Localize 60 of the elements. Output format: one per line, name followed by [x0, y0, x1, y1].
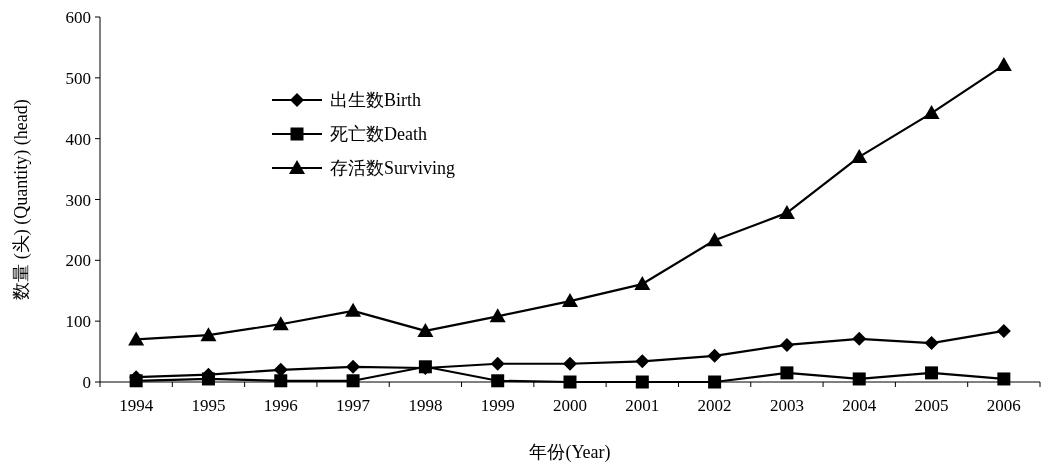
point	[346, 374, 360, 388]
point	[634, 276, 651, 291]
point	[707, 348, 722, 363]
x-tick-label: 2000	[553, 396, 587, 415]
point	[490, 356, 505, 371]
point	[779, 337, 794, 352]
point	[778, 204, 795, 219]
point	[489, 308, 506, 323]
x-tick-label: 1994	[119, 396, 154, 415]
point	[200, 327, 217, 342]
y-tick-label: 100	[65, 312, 91, 332]
point	[563, 375, 577, 389]
point	[923, 105, 940, 120]
point	[563, 356, 577, 371]
point	[562, 293, 578, 308]
x-tick-label: 2001	[625, 396, 660, 415]
point	[635, 375, 649, 389]
point	[852, 331, 867, 346]
legend-label: 死亡数Death	[330, 124, 427, 144]
point	[274, 374, 288, 388]
point	[273, 362, 288, 377]
point	[706, 232, 723, 247]
point	[780, 366, 794, 380]
point	[925, 366, 939, 380]
x-axis-title: 年份(Year)	[529, 442, 611, 463]
point	[995, 57, 1012, 72]
legend-label: 存活数Surviving	[330, 158, 456, 178]
point	[852, 372, 866, 386]
y-tick-label: 0	[82, 373, 91, 392]
y-tick-label: 500	[65, 68, 91, 88]
y-tick-label: 300	[65, 190, 91, 210]
x-tick-label: 2004	[842, 396, 877, 415]
point	[491, 374, 505, 388]
point	[997, 372, 1011, 386]
x-tick-label: 2005	[914, 396, 949, 415]
point	[851, 148, 868, 163]
point	[996, 323, 1011, 338]
point	[924, 336, 939, 351]
x-tick-label: 2002	[697, 396, 732, 415]
point	[128, 331, 145, 346]
point	[345, 302, 362, 317]
y-tick-label: 600	[65, 8, 91, 27]
point	[272, 316, 289, 331]
point	[129, 374, 143, 388]
y-tick-label: 200	[65, 251, 91, 271]
legend-label: 出生数Birth	[330, 90, 422, 110]
x-tick-label: 1997	[336, 396, 371, 415]
x-tick-label: 1996	[263, 396, 298, 415]
y-tick-label: 400	[65, 129, 91, 149]
y-axis-title: 数量 (头) (Quantity) (head)	[11, 99, 32, 300]
point	[708, 375, 722, 389]
point	[201, 372, 215, 386]
x-tick-label: 2006	[986, 396, 1021, 415]
x-tick-label: 1998	[408, 396, 443, 415]
point	[346, 359, 361, 374]
x-tick-label: 1999	[480, 396, 515, 415]
x-tick-label: 2003	[769, 396, 804, 415]
x-tick-label: 1995	[191, 396, 226, 415]
point	[635, 354, 650, 369]
point	[417, 322, 434, 337]
